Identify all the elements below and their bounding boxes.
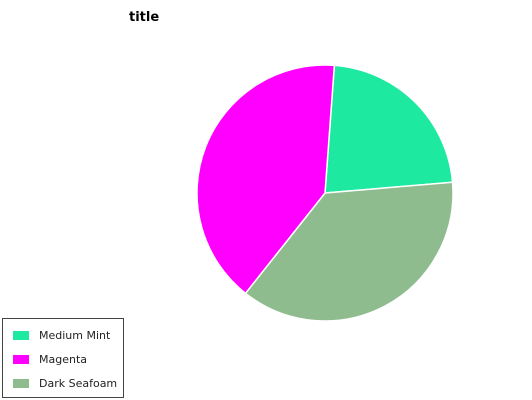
legend-swatch-magenta (13, 354, 29, 364)
pie-slice-dark-seafoam (244, 181, 454, 322)
legend-swatch-medium-mint (13, 330, 29, 340)
pie-slice-medium-mint (324, 64, 454, 194)
legend-entry-magenta: Magenta (13, 351, 87, 367)
legend-entry-medium-mint: Medium Mint (13, 327, 110, 343)
legend-label-dark-seafoam: Dark Seafoam (39, 376, 118, 390)
pie-slice-magenta (196, 64, 336, 295)
legend-entry-dark-seafoam: Dark Seafoam (13, 375, 117, 391)
chart-title: title (129, 10, 160, 25)
legend-swatch-dark-seafoam (13, 378, 29, 388)
legend: Medium Mint Magenta Dark Seafoam (2, 318, 124, 398)
legend-label-magenta: Magenta (39, 352, 88, 366)
legend-label-medium-mint: Medium Mint (39, 328, 111, 342)
